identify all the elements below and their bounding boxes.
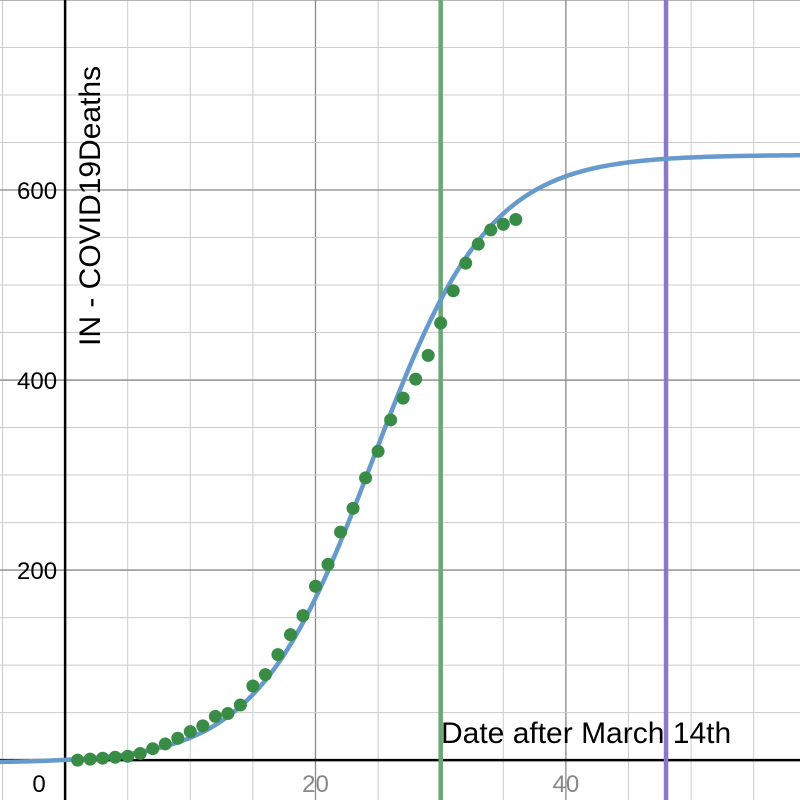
data-point: [246, 679, 260, 693]
data-point: [183, 725, 197, 739]
x-axis-label: Date after March 14th: [441, 717, 731, 750]
x-tick-label: 20: [302, 771, 329, 798]
y-axis-label: IN - COVID19Deaths: [74, 66, 107, 346]
data-point: [308, 579, 322, 593]
logistic-curve: [0, 153, 800, 765]
data-point: [321, 557, 335, 571]
data-point: [296, 609, 310, 623]
data-point: [334, 525, 348, 539]
data-point: [71, 753, 85, 767]
data-point: [396, 391, 410, 405]
y-tick-label: 200: [17, 558, 57, 585]
data-point: [171, 731, 185, 745]
data-point: [83, 752, 97, 766]
data-point: [509, 212, 523, 226]
data-point: [258, 668, 272, 682]
data-point: [434, 316, 448, 330]
data-point: [221, 707, 235, 721]
data-point: [233, 698, 247, 712]
data-point: [421, 348, 435, 362]
data-point: [96, 751, 110, 765]
data-point: [359, 471, 373, 485]
data-point: [371, 444, 385, 458]
data-point: [196, 719, 210, 733]
x-tick-label: 40: [553, 771, 580, 798]
data-point: [446, 284, 460, 298]
data-point: [484, 223, 498, 237]
data-point: [384, 413, 398, 427]
x-tick-label: 0: [32, 771, 45, 798]
y-tick-label: 600: [17, 178, 57, 205]
tick-labels: 0 20 40 200 400 600: [17, 178, 579, 798]
data-point: [271, 648, 285, 662]
data-point: [208, 709, 222, 723]
data-point: [158, 737, 172, 751]
data-point: [146, 742, 160, 756]
y-tick-label: 400: [17, 368, 57, 395]
data-point: [459, 256, 473, 270]
data-point: [346, 501, 360, 515]
fitted-curve: [0, 153, 800, 765]
data-point: [133, 746, 147, 760]
data-point: [283, 628, 297, 642]
reference-lines: [438, 0, 669, 800]
data-points: [71, 212, 523, 767]
data-point: [108, 750, 122, 764]
data-point: [121, 749, 135, 763]
data-point: [409, 372, 423, 386]
data-point: [471, 237, 485, 251]
data-point: [496, 217, 510, 231]
